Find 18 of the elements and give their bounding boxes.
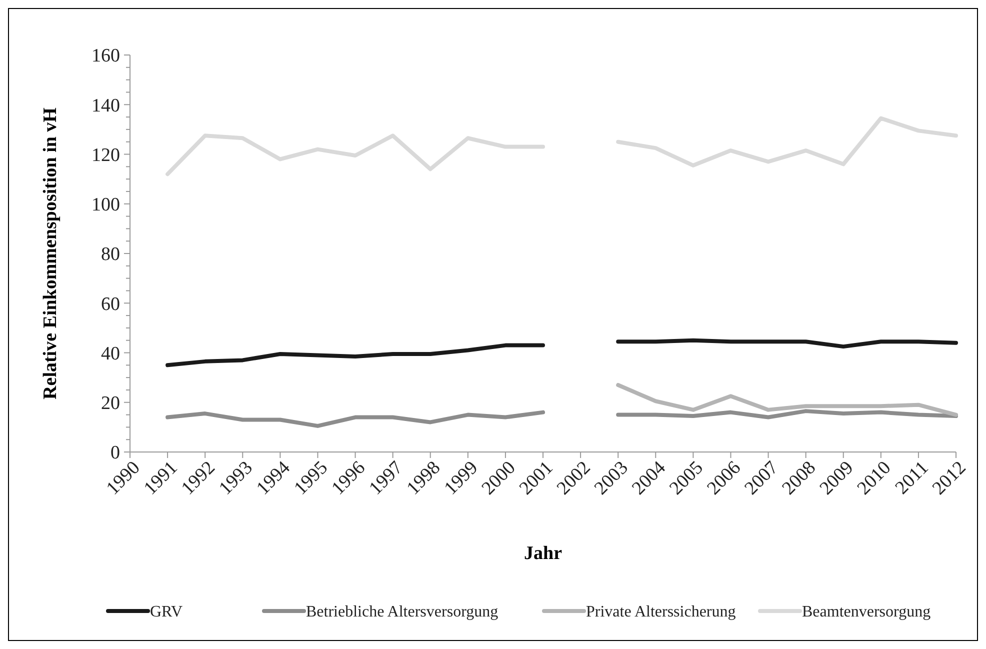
legend-label: Beamtenversorgung [802,604,931,621]
x-tick-label: 1991 [140,457,182,500]
y-tick-label: 40 [101,343,120,364]
y-axis-title: Relative Einkommensposition in vH [40,107,61,400]
y-tick-label: 20 [101,393,120,414]
y-tick-label: 120 [92,144,120,166]
x-axis-title: Jahr [524,543,563,564]
y-tick-label: 80 [101,244,120,266]
y-tick-label: 160 [92,46,120,67]
y-tick-label: 60 [101,294,120,315]
y-tick-label: 0 [110,442,120,464]
x-tick-label: 2011 [891,457,933,499]
legend-label: Betriebliche Altersversorgung [306,604,498,621]
legend-label: GRV [150,604,183,621]
y-tick-label: 100 [92,194,120,216]
legend-label: Private Alterssicherung [586,604,736,621]
line-series [616,383,958,417]
y-tick-label: 140 [92,95,120,116]
